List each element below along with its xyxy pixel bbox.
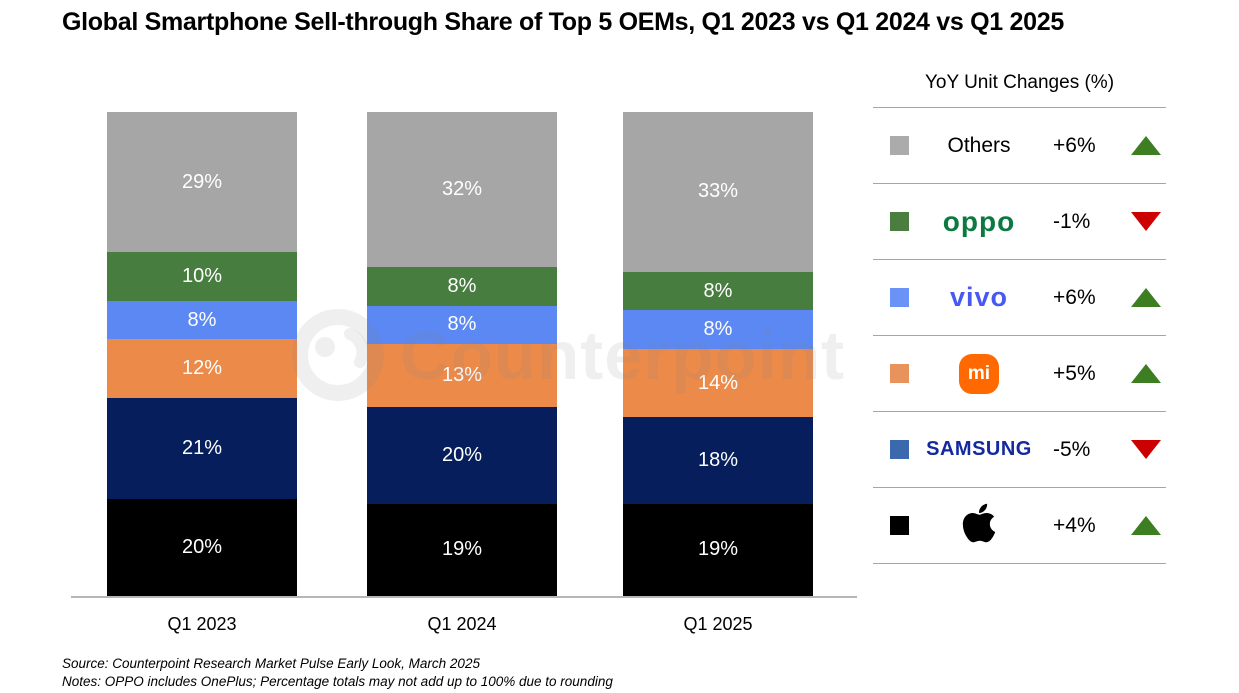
apple-yoy-change: +4% <box>1053 513 1096 537</box>
logo-box: mi <box>909 353 1049 394</box>
down-triangle-icon <box>1131 440 1161 459</box>
yoy-legend: YoY Unit Changes (%) Others +6% oppo -1% viv… <box>873 72 1166 564</box>
up-triangle-icon <box>1131 516 1161 535</box>
x-tick-label: Q1 2025 <box>683 614 753 634</box>
segment-others: 33% <box>623 112 813 272</box>
logo-box: SAMSUNG <box>909 438 1049 461</box>
logo-box: oppo <box>909 206 1049 238</box>
segment-oppo: 8% <box>367 266 557 306</box>
segment-value-label: 8% <box>703 279 733 302</box>
segment-value-label: 13% <box>441 364 483 387</box>
samsung-swatch <box>890 440 909 459</box>
up-triangle-icon <box>1131 288 1161 307</box>
segment-xiaomi: 14% <box>623 349 813 417</box>
xiaomi-swatch <box>890 364 909 383</box>
segment-value-label: 8% <box>447 274 477 297</box>
segment-value-label: 12% <box>181 357 223 379</box>
segment-samsung: 18% <box>623 416 813 505</box>
oppo-swatch <box>890 212 909 231</box>
chart-title: Global Smartphone Sell-through Share of … <box>62 8 1064 36</box>
xiaomi-logo-text: mi <box>967 362 991 384</box>
others-yoy-change: +6% <box>1053 133 1096 157</box>
vivo-yoy-change: +6% <box>1053 285 1096 309</box>
segment-value-label: 21% <box>181 436 223 459</box>
apple-logo-icon <box>961 501 997 550</box>
segment-value-label: 8% <box>703 318 733 341</box>
segment-value-label: 20% <box>181 536 223 559</box>
segment-value-label: 10% <box>181 265 223 288</box>
samsung-yoy-change: -5% <box>1053 437 1091 461</box>
legend-row-others: Others +6% <box>873 108 1166 184</box>
x-tick-label: Q1 2023 <box>167 614 237 634</box>
source-note: Source: Counterpoint Research Market Pul… <box>62 656 480 671</box>
segment-oppo: 10% <box>107 252 297 301</box>
x-tick-label: Q1 2024 <box>427 614 497 634</box>
legend-row-vivo: vivo +6% <box>873 260 1166 336</box>
segment-apple: 20% <box>107 499 297 596</box>
down-triangle-icon <box>1131 212 1161 231</box>
segment-value-label: 32% <box>441 177 483 200</box>
segment-vivo: 8% <box>367 305 557 345</box>
oppo-yoy-change: -1% <box>1053 209 1091 233</box>
legend-row-apple: +4% <box>873 488 1166 564</box>
apple-swatch <box>890 516 909 535</box>
segment-oppo: 8% <box>623 271 813 311</box>
segment-samsung: 21% <box>107 397 297 500</box>
segment-xiaomi: 12% <box>107 339 297 398</box>
segment-value-label: 8% <box>187 308 217 331</box>
up-triangle-icon <box>1131 364 1161 383</box>
legend-row-samsung: SAMSUNG -5% <box>873 412 1166 488</box>
segment-samsung: 20% <box>367 407 557 505</box>
segment-others: 32% <box>367 112 557 267</box>
bar-q1-2023: 29% 10% 8% 12% 21% 20% <box>107 112 297 596</box>
segment-value-label: 18% <box>697 448 739 471</box>
segment-value-label: 19% <box>697 538 739 561</box>
xiaomi-logo-icon: mi <box>959 353 999 394</box>
segment-value-label: 8% <box>447 313 477 336</box>
samsung-logo-text: SAMSUNG <box>926 438 1032 460</box>
xiaomi-yoy-change: +5% <box>1053 361 1096 385</box>
segment-value-label: 29% <box>181 170 223 193</box>
segment-others: 29% <box>107 112 297 253</box>
legend-title: YoY Unit Changes (%) <box>873 72 1166 108</box>
others-swatch <box>890 136 909 155</box>
segment-apple: 19% <box>367 504 557 596</box>
up-triangle-icon <box>1131 136 1161 155</box>
segment-vivo: 8% <box>107 300 297 340</box>
x-axis-line <box>71 596 857 598</box>
plot-area: 29% 10% 8% 12% 21% 20% 32% 8% 8% 13% 20% 19% 33% 8% 8%… <box>71 112 857 634</box>
segment-value-label: 19% <box>441 538 483 561</box>
segment-xiaomi: 13% <box>367 344 557 408</box>
bar-q1-2025: 33% 8% 8% 14% 18% 19% <box>623 112 813 596</box>
legend-rows: Others +6% oppo -1% vivo +6% mi +5% SAMSUNG -5% +4… <box>873 108 1166 564</box>
segment-value-label: 33% <box>697 180 739 203</box>
logo-box: Others <box>909 134 1049 158</box>
segment-value-label: 14% <box>697 371 739 394</box>
bar-q1-2024: 32% 8% 8% 13% 20% 19% <box>367 112 557 596</box>
logo-box: vivo <box>909 282 1049 313</box>
others-label: Others <box>947 133 1011 157</box>
logo-box <box>909 501 1049 550</box>
legend-row-xiaomi: mi +5% <box>873 336 1166 412</box>
segment-value-label: 20% <box>441 444 483 467</box>
vivo-logo-text: vivo <box>949 282 1009 312</box>
segment-vivo: 8% <box>623 310 813 350</box>
legend-row-oppo: oppo -1% <box>873 184 1166 260</box>
rounding-note: Notes: OPPO includes OnePlus; Percentage… <box>62 674 613 689</box>
segment-apple: 19% <box>623 504 813 596</box>
oppo-logo-text: oppo <box>942 205 1016 237</box>
vivo-swatch <box>890 288 909 307</box>
footer: Source: Counterpoint Research Market Pul… <box>62 655 613 691</box>
